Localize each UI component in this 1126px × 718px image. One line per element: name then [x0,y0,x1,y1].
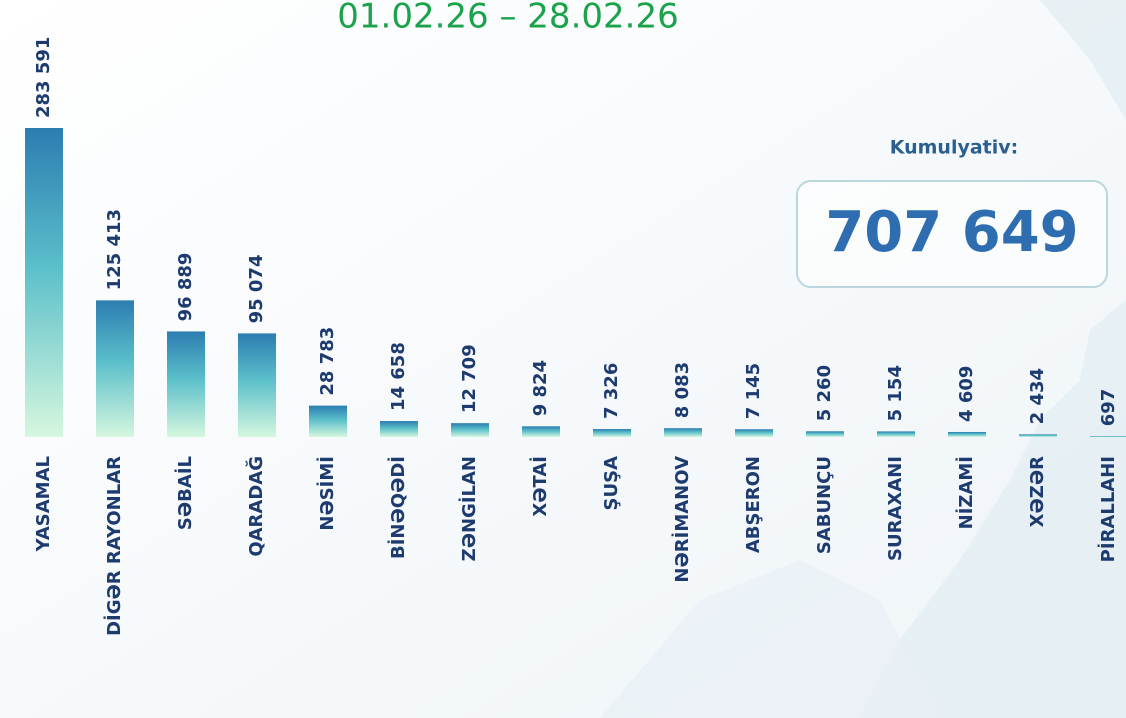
category-label: ABŞERON [743,456,764,553]
bar [948,431,986,437]
cumulative-box [796,180,1108,288]
bar [735,429,773,437]
value-label: 7 145 [743,363,764,419]
value-label: 8 083 [672,362,693,418]
cumulative-label: Kumulyativ: [890,137,1019,159]
bar [1090,436,1126,438]
value-label: 9 824 [530,360,551,416]
value-label: 28 783 [317,327,338,396]
value-label: 4 609 [956,366,977,422]
map-shape [600,560,940,718]
cumulative-total: 707 649 [825,200,1078,265]
bar [806,431,844,437]
value-label: 95 074 [246,255,267,324]
category-label: ŞUŞA [601,456,622,511]
value-label: 125 413 [104,209,125,290]
map-shape [860,0,1126,718]
bar [1019,434,1057,437]
category-label: XƏTAİ [529,456,551,517]
value-label: 14 658 [388,342,409,411]
bar [451,423,489,437]
value-label: 697 [1098,389,1119,427]
category-label: NƏSİMİ [316,456,338,531]
category-label: XƏZƏR [1027,456,1048,527]
value-label: 96 889 [175,253,196,322]
category-label: SURAXANI [885,456,906,561]
bar [522,426,560,437]
category-label: DİGƏR RAYONLAR [103,456,125,636]
bar [25,128,63,437]
chart-title: 01.02.26 – 28.02.26 [337,0,678,37]
bar [167,331,205,437]
category-label: SƏBAİL [174,456,196,530]
category-label: PİRALLAHI [1097,456,1119,562]
category-label: SABUNÇU [814,456,835,554]
category-label: NİZAMİ [955,456,977,529]
category-label: NƏRİMANOV [671,456,693,583]
value-label: 5 154 [885,365,906,421]
bar [593,429,631,437]
bar [877,431,915,437]
bar [664,428,702,437]
bar [238,333,276,437]
value-label: 2 434 [1027,368,1048,424]
category-label: BİNƏQƏDİ [387,456,409,559]
value-label: 283 591 [33,37,54,118]
bar [380,421,418,437]
category-label: ZƏNGİLAN [458,456,480,561]
bar [96,300,134,437]
value-label: 12 709 [459,344,480,413]
value-label: 7 326 [601,363,622,419]
bar [309,405,347,437]
value-label: 5 260 [814,365,835,421]
category-label: YASAMAL [33,456,54,552]
category-label: QARADAĞ [245,456,267,557]
